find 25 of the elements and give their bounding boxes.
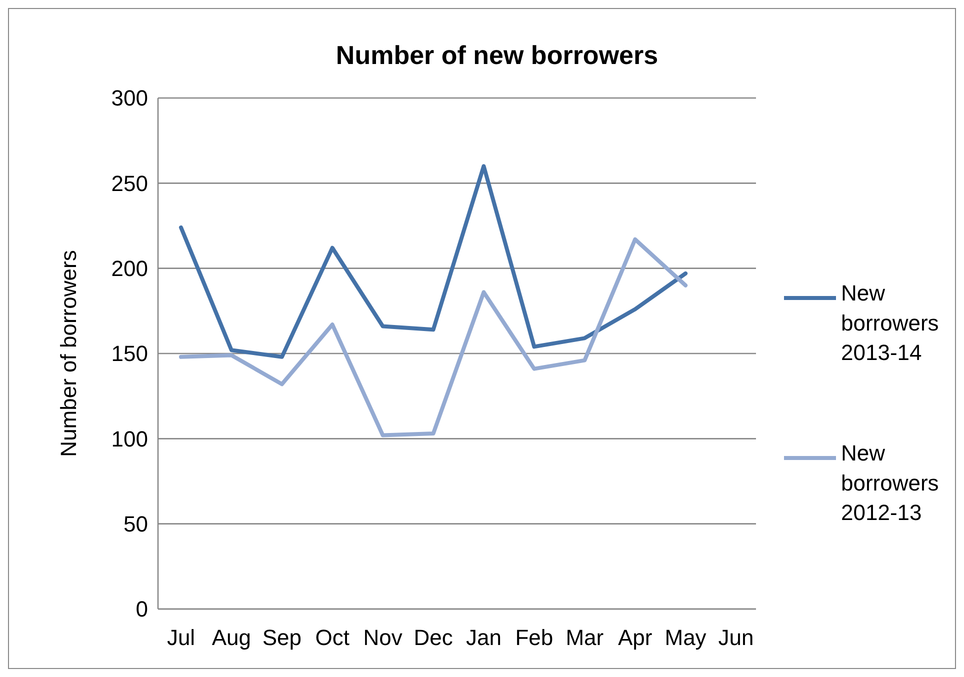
y-tick-label: 300 [111,86,148,111]
x-tick-label: Apr [618,625,652,650]
x-tick-label: May [664,625,706,650]
x-tick-label: Oct [315,625,350,650]
line-series [179,164,688,359]
y-tick-label: 0 [136,596,148,622]
y-tick-label: 100 [111,426,148,452]
x-tick-label: Jul [166,625,196,650]
y-axis-title: Number of borrowers [56,250,81,457]
x-tick-label: Jun [718,625,754,650]
y-tick-label: 50 [124,512,148,537]
y-tick-label: 200 [111,256,148,282]
legend-label: New borrowers 2013-14 [841,280,939,366]
line-series [179,237,688,438]
x-tick-label: Feb [515,625,554,650]
x-tick-label: Jan [466,625,502,650]
x-tick-label: Sep [262,625,302,650]
x-tick-label: Mar [566,625,604,650]
x-tick-label: Nov [363,625,402,650]
chart-title: Number of new borrowers [336,40,658,70]
y-tick-label: 250 [111,170,148,196]
y-tick-label: 150 [111,341,148,366]
legend-label: New borrowers 2012-13 [841,440,939,526]
x-tick-label: Aug [212,625,252,650]
x-tick-label: Dec [414,625,453,650]
